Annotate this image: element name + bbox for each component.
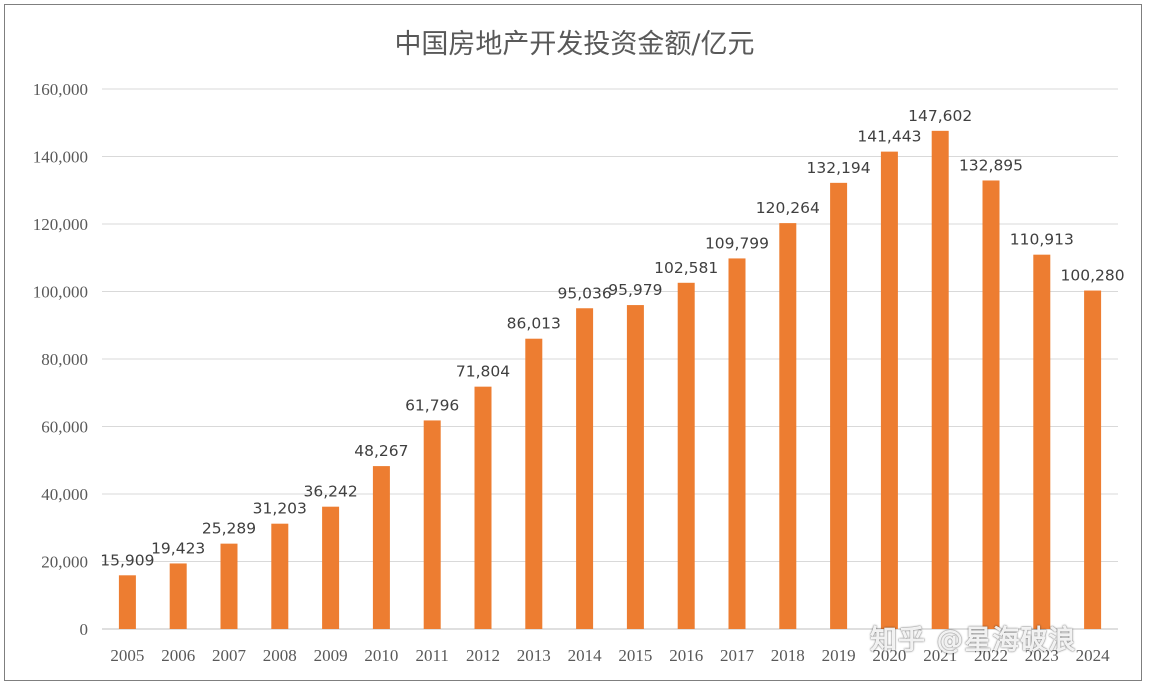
data-label: 141,443 xyxy=(857,128,921,146)
y-tick-label: 60,000 xyxy=(41,418,88,437)
data-label: 48,267 xyxy=(354,442,408,460)
bar xyxy=(1033,254,1051,629)
data-label: 61,796 xyxy=(405,396,459,414)
data-label: 132,895 xyxy=(959,156,1023,174)
bar xyxy=(880,151,898,629)
y-tick-label: 80,000 xyxy=(41,350,88,369)
data-label: 19,423 xyxy=(151,539,205,557)
x-tick-label: 2019 xyxy=(822,646,856,665)
x-tick-label: 2008 xyxy=(263,646,297,665)
y-tick-label: 20,000 xyxy=(41,553,88,572)
bar xyxy=(525,338,543,629)
x-tick-label: 2007 xyxy=(212,646,247,665)
x-tick-label: 2023 xyxy=(1025,646,1059,665)
x-tick-label: 2012 xyxy=(466,646,500,665)
bar xyxy=(779,223,797,629)
x-tick-label: 2024 xyxy=(1076,646,1111,665)
y-tick-label: 140,000 xyxy=(33,148,88,167)
bar xyxy=(728,258,746,629)
bars xyxy=(118,130,1102,629)
bar xyxy=(372,466,390,629)
y-tick-label: 40,000 xyxy=(41,485,88,504)
x-tick-label: 2017 xyxy=(720,646,755,665)
bar xyxy=(118,575,136,629)
watermark-text: 知乎 @星海破浪 xyxy=(870,625,1077,656)
data-label: 71,804 xyxy=(456,363,510,381)
bar xyxy=(830,182,848,629)
bar xyxy=(677,282,695,629)
y-axis: 0 20,000 40,000 60,000 80,000 100,000 120,000 1… xyxy=(33,80,88,639)
bar xyxy=(220,543,238,629)
data-label: 109,799 xyxy=(705,234,769,252)
y-tick-label: 160,000 xyxy=(33,80,88,99)
x-tick-label: 2022 xyxy=(974,646,1008,665)
data-label: 36,242 xyxy=(303,483,357,501)
x-tick-label: 2005 xyxy=(110,646,144,665)
bar xyxy=(322,506,340,629)
bar xyxy=(169,563,187,629)
y-tick-label: 0 xyxy=(80,620,89,639)
data-label: 102,581 xyxy=(654,259,718,277)
x-tick-label: 2016 xyxy=(669,646,703,665)
chart-title: 中国房地产开发投资金额/亿元 xyxy=(394,29,755,60)
data-label: 25,289 xyxy=(202,520,256,538)
bar xyxy=(576,308,594,629)
x-tick-label: 2006 xyxy=(161,646,195,665)
x-tick-label: 2020 xyxy=(872,646,906,665)
data-label: 147,602 xyxy=(908,107,972,125)
bar xyxy=(474,386,492,629)
data-label: 86,013 xyxy=(507,315,561,333)
chart-frame xyxy=(4,4,1142,681)
x-tick-label: 2013 xyxy=(517,646,551,665)
bar xyxy=(982,180,1000,629)
data-label: 132,194 xyxy=(807,159,871,177)
data-label: 95,036 xyxy=(557,284,611,302)
bar xyxy=(1084,290,1102,629)
y-tick-label: 120,000 xyxy=(33,215,88,234)
data-label: 31,203 xyxy=(253,500,307,518)
bar xyxy=(626,305,644,629)
x-tick-label: 2014 xyxy=(568,646,603,665)
data-label: 120,264 xyxy=(756,199,820,217)
bar xyxy=(931,130,949,629)
bar xyxy=(271,523,289,629)
bar xyxy=(423,420,441,629)
x-tick-label: 2018 xyxy=(771,646,805,665)
x-axis: 2005 2006 2007 2008 2009 2010 2011 2012 2013 2014… xyxy=(110,646,1110,665)
x-tick-label: 2011 xyxy=(416,646,449,665)
data-label: 100,280 xyxy=(1061,267,1125,285)
data-label: 15,909 xyxy=(100,551,154,569)
y-tick-label: 100,000 xyxy=(33,283,88,302)
x-tick-label: 2009 xyxy=(314,646,348,665)
x-tick-label: 2015 xyxy=(618,646,652,665)
x-tick-label: 2010 xyxy=(364,646,398,665)
data-label: 110,913 xyxy=(1010,231,1074,249)
data-label: 95,979 xyxy=(608,281,662,299)
x-tick-label: 2021 xyxy=(923,646,957,665)
